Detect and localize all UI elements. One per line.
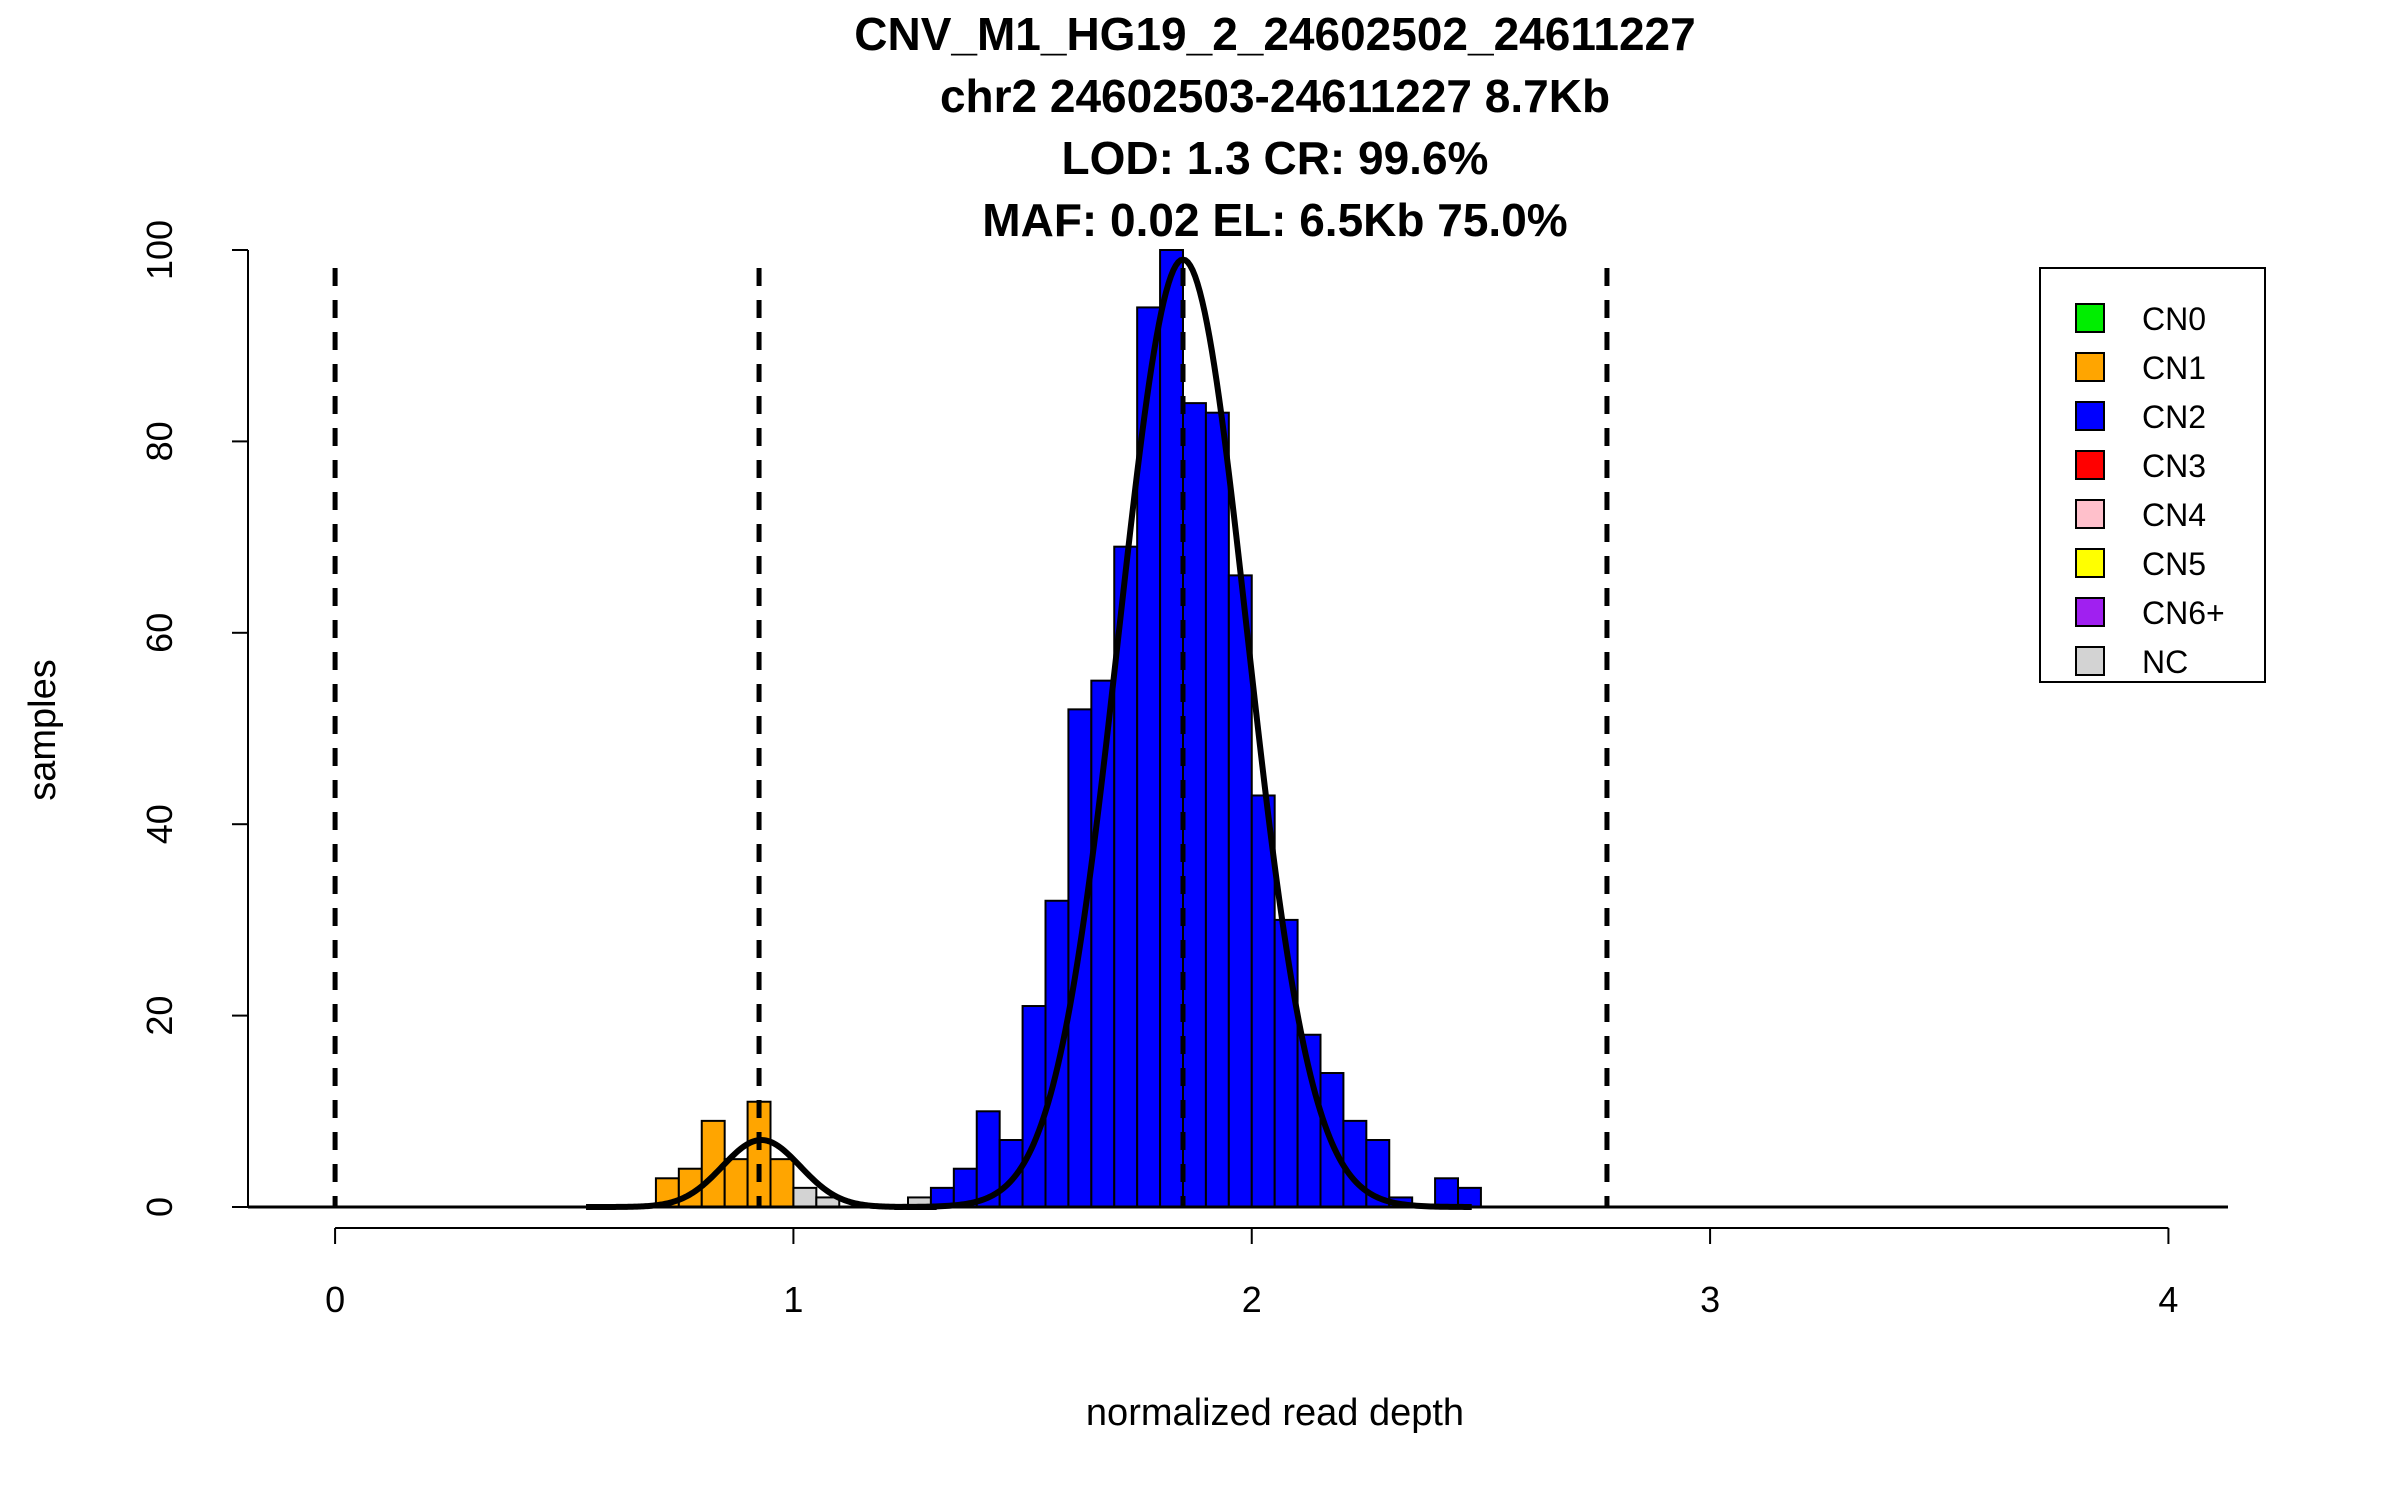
legend-swatch-cn2	[2075, 401, 2105, 431]
legend-swatch-cn5	[2075, 548, 2105, 578]
chart-title: CNV_M1_HG19_2_24602502_24611227 chr2 246…	[854, 8, 1695, 246]
legend-swatch-nc	[2075, 646, 2105, 676]
fit-curve-1	[894, 256, 1472, 1210]
title-line-1: CNV_M1_HG19_2_24602502_24611227	[854, 8, 1695, 60]
y-tick-label-3: 60	[139, 613, 180, 653]
legend-label-cn5: CN5	[2142, 546, 2206, 582]
legend-swatch-cn3	[2075, 450, 2105, 480]
y-tick-label-0: 0	[139, 1197, 180, 1217]
legend-label-cn3: CN3	[2142, 448, 2206, 484]
y-axis-label: samples	[22, 659, 64, 801]
histogram-bar-13	[1021, 1005, 1047, 1209]
y-tick-label-4: 80	[139, 421, 180, 461]
legend-swatch-cn6plus	[2075, 597, 2105, 627]
cn-boundary-lines	[332, 268, 1610, 1207]
legend-swatch-cn4	[2075, 499, 2105, 529]
histogram-bar-27	[1342, 1119, 1368, 1208]
x-axis-label: normalized read depth	[1086, 1392, 1464, 1434]
histogram-bar-14	[1044, 899, 1070, 1208]
title-line-4: MAF: 0.02 EL: 6.5Kb 75.0%	[982, 194, 1567, 246]
x-tick-label-2: 2	[1242, 1279, 1262, 1320]
y-tick-label-2: 40	[139, 804, 180, 844]
legend: CN0 CN1 CN2 CN3 CN4 CN5 CN6+ NC	[2039, 267, 2266, 683]
histogram-bars	[654, 249, 1482, 1209]
histogram-bar-21	[1204, 411, 1230, 1208]
legend-label-cn2: CN2	[2142, 399, 2206, 435]
histogram-bar-6	[792, 1186, 818, 1208]
legend-label-cn0: CN0	[2142, 301, 2206, 337]
histogram-bar-22	[1227, 574, 1253, 1208]
legend-swatch-cn1	[2075, 352, 2105, 382]
x-tick-label-1: 1	[783, 1279, 803, 1320]
histogram-bar-3	[723, 1158, 749, 1209]
y-tick-label-5: 100	[139, 220, 180, 280]
legend-label-cn4: CN4	[2142, 497, 2206, 533]
x-tick-label-4: 4	[2158, 1279, 2178, 1320]
title-line-3: LOD: 1.3 CR: 99.6%	[1062, 132, 1489, 184]
title-line-2: chr2 24602503-24611227 8.7Kb	[940, 70, 1610, 122]
x-tick-label-3: 3	[1700, 1279, 1720, 1320]
histogram-bar-19	[1159, 249, 1185, 1208]
histogram-bar-5	[769, 1158, 795, 1209]
y-tick-label-1: 20	[139, 996, 180, 1036]
legend-swatch-cn0	[2075, 303, 2105, 333]
histogram-bar-30	[1434, 1177, 1460, 1209]
legend-label-cn1: CN1	[2142, 350, 2206, 386]
histogram-bar-20	[1182, 402, 1207, 1208]
legend-label-nc: NC	[2142, 644, 2188, 680]
x-tick-label-0: 0	[325, 1279, 345, 1320]
legend-label-cn6plus: CN6+	[2142, 595, 2225, 631]
